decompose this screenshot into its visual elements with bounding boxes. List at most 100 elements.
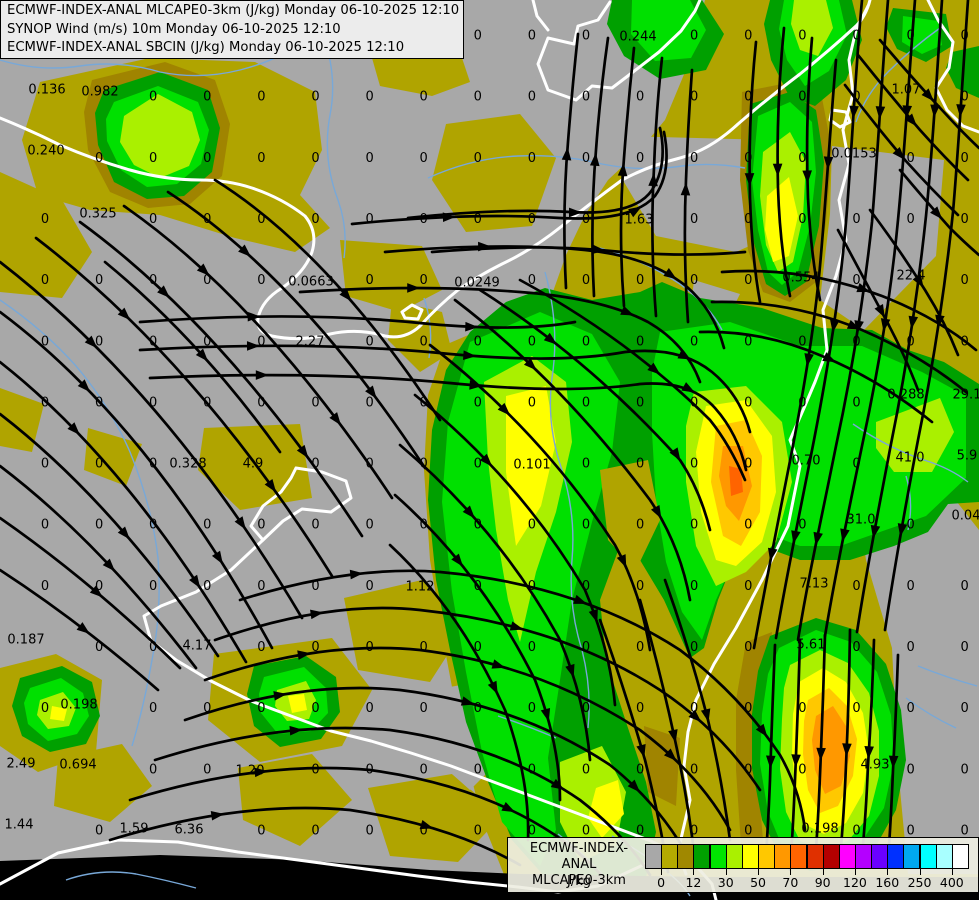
sbcin-grid-value: 0 <box>690 334 698 349</box>
sbcin-grid-value: 0 <box>203 90 211 105</box>
sbcin-grid-value: 0 <box>744 29 752 44</box>
wind-arrow-icon <box>823 156 834 170</box>
sbcin-grid-value: 0 <box>798 762 806 777</box>
sbcin-value: 0.982 <box>81 85 118 100</box>
wind-arrow-icon <box>491 659 506 669</box>
sbcin-grid-value: 0 <box>203 273 211 288</box>
sbcin-grid-value: 0 <box>582 90 590 105</box>
sbcin-value: 0.288 <box>887 388 924 403</box>
legend-color-box <box>758 844 776 869</box>
sbcin-grid-value: 0 <box>41 457 49 472</box>
sbcin-grid-value: 0 <box>95 823 103 838</box>
wind-arrow-icon <box>273 691 287 701</box>
sbcin-grid-value: 0 <box>95 640 103 655</box>
sbcin-grid-value: 0 <box>149 640 157 655</box>
sbcin-value: 0.136 <box>28 83 65 98</box>
legend-tick-label: 120 <box>843 875 867 890</box>
wind-arrow-icon <box>663 268 677 280</box>
legend-color-box <box>919 844 937 869</box>
wind-arrow-icon <box>620 305 635 316</box>
sbcin-grid-value: 0 <box>257 273 265 288</box>
legend-tick <box>661 869 663 875</box>
wind-arrow-icon <box>627 779 641 793</box>
sbcin-grid-value: 0 <box>311 762 319 777</box>
sbcin-grid-value: 0 <box>257 90 265 105</box>
sbcin-grid-value: 0 <box>365 579 373 594</box>
sbcin-grid-value: 0 <box>582 579 590 594</box>
sbcin-grid-value: 0 <box>528 823 536 838</box>
sbcin-grid-value: 0 <box>690 273 698 288</box>
sbcin-value: 0.694 <box>59 758 96 773</box>
wind-arrow-icon <box>573 594 588 604</box>
sbcin-grid-value: 0 <box>95 273 103 288</box>
wind-arrow-icon <box>956 104 966 118</box>
sbcin-grid-value: 0 <box>798 518 806 533</box>
wind-arrow-icon <box>289 725 303 736</box>
sbcin-grid-value: 0 <box>744 762 752 777</box>
sbcin-grid-value: 0 <box>798 151 806 166</box>
sbcin-grid-value: 0 <box>906 640 914 655</box>
wind-arrow-icon <box>296 444 309 459</box>
legend-tick-label: 0 <box>657 875 666 890</box>
wind-arrow-icon <box>902 105 913 119</box>
sbcin-grid-value: 0 <box>852 701 860 716</box>
legend-tick <box>758 869 760 875</box>
wind-arrow-icon <box>628 206 642 218</box>
wind-arrow-icon <box>89 585 103 598</box>
wind-arrow-icon <box>874 304 885 318</box>
sbcin-grid-value: 0 <box>311 395 319 410</box>
sbcin-value: 1.63 <box>625 213 654 228</box>
sbcin-grid-value: 0 <box>203 151 211 166</box>
legend-unit: J/kg <box>567 874 591 889</box>
sbcin-grid-value: 0 <box>798 212 806 227</box>
sbcin-grid-value: 0 <box>528 518 536 533</box>
sbcin-grid-value: 0 <box>95 151 103 166</box>
wind-arrow-icon <box>210 810 225 821</box>
wind-arrow-icon <box>254 767 268 778</box>
wind-arrow-icon <box>264 478 277 493</box>
sbcin-grid-value: 0 <box>311 212 319 227</box>
cape-regions <box>0 0 979 877</box>
sbcin-grid-value: 0 <box>474 212 482 227</box>
legend-color-box <box>677 844 695 869</box>
sbcin-grid-value: 0 <box>636 151 644 166</box>
sbcin-grid-value: 0 <box>636 90 644 105</box>
sbcin-grid-value: 0 <box>311 90 319 105</box>
sbcin-grid-value: 0 <box>257 640 265 655</box>
sbcin-grid-value: 0 <box>420 151 428 166</box>
legend-tick-label: 250 <box>907 875 932 890</box>
sbcin-grid-value: 0 <box>365 151 373 166</box>
wind-arrow-icon <box>650 505 662 519</box>
sbcin-grid-value: 0 <box>690 212 698 227</box>
sbcin-value: 0.240 <box>27 144 64 159</box>
sbcin-grid-value: 0 <box>474 457 482 472</box>
wind-arrow-icon <box>478 241 492 252</box>
sbcin-grid-value: 0 <box>744 579 752 594</box>
sbcin-value: 41.0 <box>896 451 925 466</box>
sbcin-grid-value: 0 <box>41 273 49 288</box>
title-block: ECMWF-INDEX-ANAL MLCAPE0-3km (J/kg) Mond… <box>0 0 464 59</box>
sbcin-grid-value: 0 <box>636 457 644 472</box>
wind-arrow-icon <box>255 370 269 380</box>
wind-arrow-icon <box>419 819 434 830</box>
wind-arrow-icon <box>688 709 702 723</box>
wind-arrow-icon <box>543 332 557 345</box>
sbcin-grid-value: 0 <box>744 90 752 105</box>
legend-tick <box>693 869 695 875</box>
wind-arrow-icon <box>849 105 859 119</box>
wind-arrow-icon <box>935 314 945 329</box>
wind-arrow-icon <box>561 147 572 161</box>
sbcin-value: 6.36 <box>175 823 204 838</box>
legend-color-box <box>645 844 662 869</box>
sbcin-grid-value: 0 <box>257 212 265 227</box>
sbcin-grid-value: 0 <box>257 151 265 166</box>
wind-arrow-icon <box>479 453 493 467</box>
sbcin-value: 0.328 <box>169 457 206 472</box>
sbcin-grid-value: 0 <box>528 701 536 716</box>
sbcin-value: 5.9 <box>957 449 978 464</box>
sbcin-grid-value: 0 <box>420 273 428 288</box>
sbcin-grid-value: 0 <box>528 762 536 777</box>
sbcin-grid-value: 0 <box>203 701 211 716</box>
sbcin-grid-value: 0 <box>257 579 265 594</box>
